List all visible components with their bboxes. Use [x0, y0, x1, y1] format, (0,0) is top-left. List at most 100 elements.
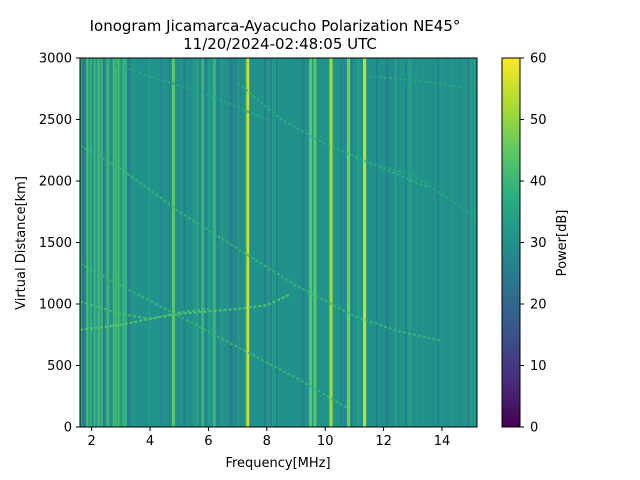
noise-stripe [465, 58, 468, 427]
noise-stripe [270, 58, 273, 427]
noise-stripe [206, 58, 208, 427]
bright-frequency-band [246, 58, 250, 427]
noise-stripe [125, 58, 128, 427]
noise-stripe [80, 58, 82, 427]
x-tick-label: 14 [434, 434, 451, 449]
noise-stripe [87, 58, 90, 427]
echo-trace [79, 293, 291, 331]
bright-frequency-band [313, 58, 317, 427]
x-tick-label: 4 [146, 434, 154, 449]
noise-stripe [127, 58, 130, 427]
noise-stripe [221, 58, 223, 427]
noise-stripe [119, 58, 121, 427]
noise-stripe [431, 58, 433, 427]
noise-stripe [264, 58, 267, 427]
y-tick-label: 1500 [39, 236, 72, 251]
noise-stripe [467, 58, 469, 427]
noise-stripe [351, 58, 353, 427]
x-axis-label: Frequency[MHz] [225, 456, 330, 471]
echo-trace [114, 63, 268, 121]
noise-stripe [375, 58, 378, 427]
noise-stripe [276, 58, 278, 427]
y-tick-label: 3000 [39, 52, 72, 67]
noise-stripe [422, 58, 425, 427]
noise-stripe [452, 58, 454, 427]
y-axis-label: Virtual Distance[km] [14, 176, 29, 310]
noise-stripe [164, 58, 167, 427]
noise-stripe [437, 58, 440, 427]
colorbar-tick-label: 60 [530, 52, 547, 67]
noise-stripe [340, 58, 343, 427]
noise-stripe [466, 58, 469, 427]
noise-stripe [94, 58, 97, 427]
noise-stripe [85, 58, 87, 427]
noise-stripe [123, 58, 126, 427]
noise-stripe [409, 58, 412, 427]
noise-stripe [408, 58, 411, 427]
noise-stripe [118, 58, 120, 427]
noise-stripe [394, 58, 397, 427]
bright-frequency-band [347, 58, 351, 427]
bright-frequency-band [309, 58, 313, 427]
noise-stripe [390, 58, 394, 427]
noise-stripe [217, 58, 219, 427]
colorbar-tick-label: 40 [530, 175, 547, 190]
noise-stripe [473, 58, 476, 427]
noise-stripe [207, 58, 209, 427]
noise-stripe [89, 58, 92, 427]
noise-stripe [328, 58, 330, 427]
noise-stripe [199, 58, 201, 427]
noise-stripe [179, 58, 182, 427]
noise-stripe [83, 58, 86, 427]
y-tick-label: 500 [47, 359, 72, 374]
noise-stripe [475, 58, 478, 427]
noise-stripe [302, 58, 305, 427]
colorbar-tick-label: 50 [530, 113, 547, 128]
noise-stripe [90, 58, 92, 427]
noise-stripe [160, 58, 162, 427]
noise-stripe [180, 58, 183, 427]
noise-stripe [368, 58, 371, 427]
noise-stripe [102, 58, 105, 427]
noise-stripe [337, 58, 339, 427]
echo-trace [79, 262, 350, 410]
x-tick-label: 10 [317, 434, 334, 449]
noise-stripe [358, 58, 360, 427]
noise-stripe [272, 58, 274, 427]
noise-stripe [101, 58, 103, 427]
noise-stripe [93, 58, 96, 427]
chart-title: Ionogram Jicamarca-Ayacucho Polarization… [90, 17, 461, 35]
noise-stripe [405, 58, 407, 427]
noise-stripe [385, 58, 387, 427]
noise-stripe [92, 58, 95, 427]
noise-stripe [457, 58, 460, 427]
echo-trace [236, 81, 428, 189]
echo-trace [79, 300, 209, 320]
noise-stripe [115, 58, 118, 427]
noise-stripe [448, 58, 451, 427]
noise-stripe [148, 58, 151, 427]
noise-stripe [277, 58, 280, 427]
noise-stripe [121, 58, 124, 427]
bright-frequency-band [329, 58, 333, 427]
x-tick-label: 6 [204, 434, 212, 449]
noise-stripe [323, 58, 325, 427]
heatmap-plot-area [79, 58, 478, 427]
noise-stripe [81, 58, 85, 427]
colorbar-axis: 0 10 20 30 40 50 60 [520, 52, 547, 436]
noise-stripe [418, 58, 421, 427]
noise-stripe [244, 58, 247, 427]
y-tick-label: 2500 [39, 113, 72, 128]
bright-frequency-band [363, 58, 367, 427]
bright-frequency-band [171, 58, 175, 427]
noise-stripe [268, 58, 270, 427]
colorbar-tick-label: 10 [530, 359, 547, 374]
noise-stripe [240, 58, 243, 427]
noise-stripe [133, 58, 135, 427]
noise-stripe [166, 58, 170, 427]
noise-stripe [197, 58, 200, 427]
y-axis: 0 500 1000 1500 2000 2500 3000 [39, 52, 80, 436]
bright-frequency-band [212, 58, 216, 427]
noise-stripe [194, 58, 197, 427]
